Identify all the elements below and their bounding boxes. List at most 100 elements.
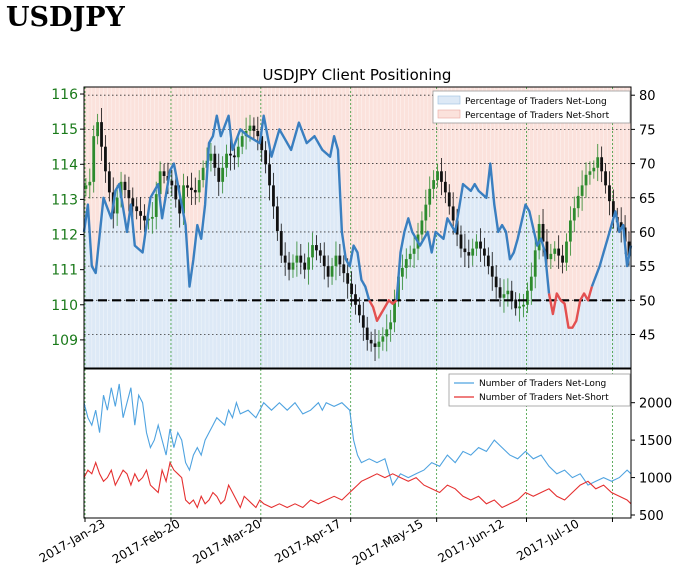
candle-body [326, 266, 330, 277]
candle-body [330, 266, 334, 277]
candle-body [307, 257, 311, 270]
candle-body [178, 199, 182, 214]
net-long-area [549, 286, 592, 368]
count-short-line [83, 460, 632, 509]
price-tick-label: 111 [51, 263, 78, 279]
candle-body [225, 153, 228, 168]
count-tick-label: 2000 [639, 397, 672, 412]
legend-long-label: Percentage of Traders Net-Long [465, 97, 607, 107]
candle-body [213, 153, 217, 168]
candle-body [533, 250, 537, 277]
net-short-area [396, 87, 549, 301]
candle-body [400, 267, 404, 277]
candle-body [123, 181, 127, 191]
count-tick-label: 1000 [639, 472, 672, 487]
candle-body [346, 273, 350, 284]
price-tick-label: 115 [51, 122, 78, 138]
candle-body [143, 215, 146, 221]
price-tick-label: 114 [51, 157, 78, 173]
date-label: 2017-Jul-10 [514, 516, 581, 563]
candle-body [334, 255, 338, 267]
plot-frame [83, 86, 632, 369]
count-long-line [83, 383, 632, 487]
candle-body [518, 306, 521, 309]
candle-body [92, 136, 96, 182]
legend-count-short-label: Number of Traders Net-Short [479, 393, 609, 403]
candle-body [100, 122, 103, 147]
candle-body [627, 241, 631, 256]
candle-body [479, 241, 482, 249]
candle-body [611, 201, 615, 217]
candle-body [408, 253, 412, 260]
candle-body [596, 157, 600, 168]
candle-body [619, 222, 623, 228]
candle-body [502, 294, 506, 298]
date-label: 2017-Feb-20 [110, 516, 183, 566]
candle-body [318, 250, 322, 256]
candle-body [158, 171, 162, 195]
candle-body [463, 248, 467, 253]
candle-body [299, 255, 303, 263]
candle-body [174, 185, 178, 200]
candle-body [268, 164, 271, 186]
candle-body [440, 171, 443, 182]
candle-body [588, 171, 592, 175]
pct-tick-label: 70 [639, 158, 656, 173]
candle-body [576, 195, 580, 209]
pct-tick-label: 50 [639, 294, 656, 309]
candle-body [604, 171, 607, 186]
candle-body [549, 253, 553, 260]
date-label: 2017-Jan-23 [37, 516, 108, 565]
count-frame [83, 368, 632, 519]
legend: Percentage of Traders Net-Long Percentage… [432, 90, 631, 124]
candle-body [385, 329, 389, 337]
trader-count-panel: 500 1000 1500 2000 Number of Traders Net-Lon… [83, 368, 672, 524]
candle-body [283, 255, 287, 263]
candle-body [580, 185, 584, 196]
date-label: 2017-Apr-17 [272, 516, 343, 565]
candle-body [529, 276, 533, 291]
candle-body [186, 185, 189, 188]
candle-body [475, 241, 479, 249]
candle-body [600, 157, 604, 172]
candle-body [209, 153, 213, 161]
candle-body [197, 180, 201, 193]
candle-body [201, 167, 205, 181]
candle-body [572, 208, 576, 221]
pct-tick-label: 80 [639, 89, 656, 104]
candle-body [260, 136, 264, 151]
candle-body [498, 287, 502, 298]
candle-body [248, 125, 252, 131]
candle-body [322, 255, 326, 267]
candle-body [127, 190, 131, 199]
date-label: 2017-May-15 [350, 516, 425, 568]
candle-body [545, 241, 549, 260]
net-short-line [368, 299, 398, 322]
candle-body [358, 304, 361, 316]
candle-body [240, 136, 244, 147]
count-tick-label: 1500 [639, 434, 672, 449]
candle-body [131, 198, 135, 207]
candle-body [369, 339, 373, 344]
candle-body [193, 190, 197, 193]
price-tick-label: 112 [51, 228, 78, 244]
candle-body [393, 299, 396, 323]
candle-body [436, 171, 439, 181]
legend-long-swatch [437, 95, 461, 105]
candle-body [584, 174, 588, 186]
candle-body [608, 185, 611, 202]
candle-body [561, 255, 564, 263]
candle-body [350, 283, 353, 295]
candle-body [541, 223, 545, 242]
candle-body [256, 130, 260, 137]
candle-body [424, 204, 428, 221]
candle-body [404, 259, 408, 268]
net-long-line [590, 210, 633, 288]
legend-short-swatch [437, 109, 461, 119]
price-tick-label: 110 [51, 298, 78, 314]
price-tick-label: 116 [51, 87, 78, 103]
candle-body [428, 188, 432, 205]
candle-body [443, 181, 447, 193]
date-label: 2017-Jun-12 [436, 516, 507, 565]
candle-body [170, 180, 174, 186]
